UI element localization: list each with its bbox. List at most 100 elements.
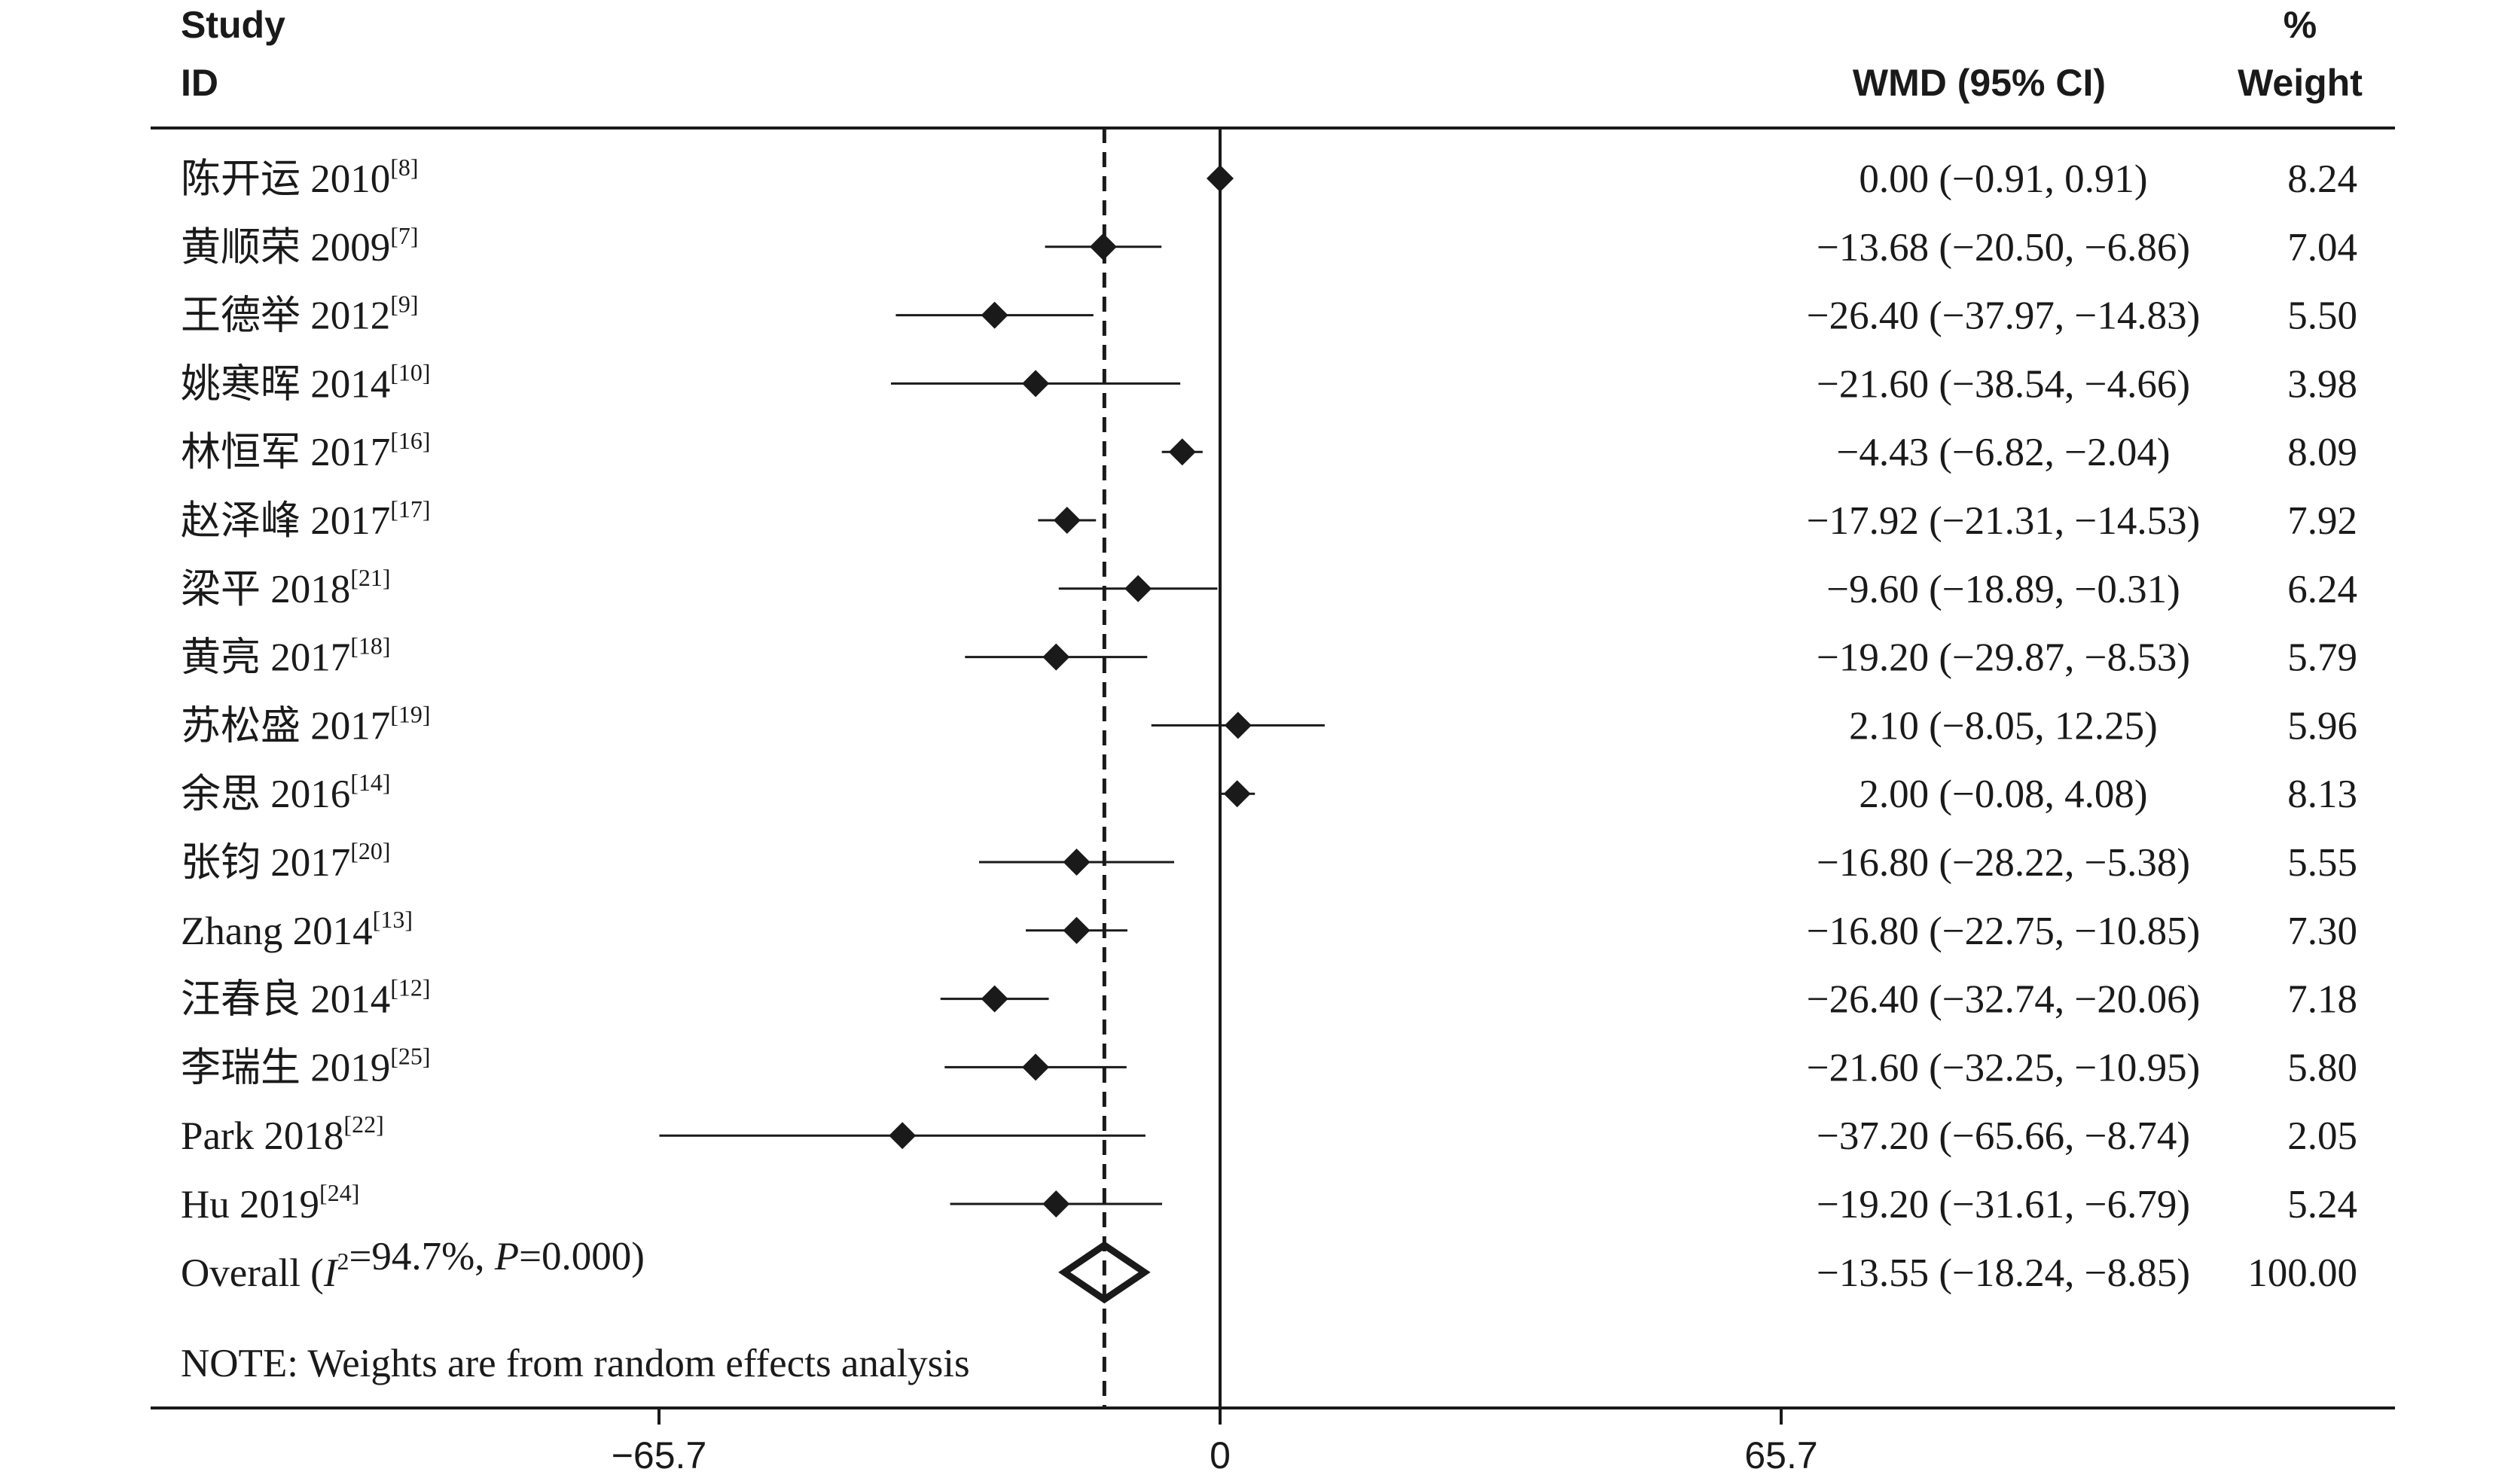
study-label: 林恒军 2017[16] bbox=[181, 427, 431, 474]
table-row: 苏松盛 2017[19] 2.10 (−8.05, 12.25) 5.96 bbox=[181, 700, 2357, 748]
point-estimate-marker bbox=[1224, 712, 1252, 739]
study-label: 李瑞生 2019[25] bbox=[181, 1042, 431, 1089]
study-label: 张钧 2017[20] bbox=[181, 837, 391, 885]
weight-text: 8.13 bbox=[2287, 773, 2357, 816]
point-estimate-marker bbox=[981, 301, 1008, 329]
table-row: 张钧 2017[20] −16.80 (−28.22, −5.38) 5.55 bbox=[181, 837, 2357, 885]
study-reference: [12] bbox=[390, 974, 430, 1001]
study-reference: [16] bbox=[390, 427, 430, 454]
study-name: 黄亮 2017 bbox=[181, 636, 350, 680]
weight-text: 8.09 bbox=[2287, 431, 2357, 474]
weight-text: 5.50 bbox=[2287, 294, 2357, 338]
effect-size-text: −4.43 (−6.82, −2.04) bbox=[1837, 431, 2171, 474]
overall-row: Overall (I2=94.7%, P=0.000) −13.55 (−18.2… bbox=[181, 1235, 2357, 1304]
point-estimate-marker bbox=[1063, 916, 1091, 944]
study-reference: [8] bbox=[390, 154, 418, 181]
study-reference: [7] bbox=[390, 222, 418, 249]
study-label: 梁平 2018[21] bbox=[181, 564, 391, 611]
study-name: 李瑞生 2019 bbox=[181, 1046, 390, 1089]
table-row: 姚寒晖 2014[10] −21.60 (−38.54, −4.66) 3.98 bbox=[181, 358, 2357, 406]
table-row: 陈开运 2010[8] 0.00 (−0.91, 0.91) 8.24 bbox=[181, 154, 2357, 201]
study-label: 汪春良 2014[12] bbox=[181, 974, 431, 1022]
overall-label-part: 2 bbox=[337, 1248, 349, 1275]
study-label: 王德举 2012[9] bbox=[181, 291, 419, 338]
effect-size-text: −16.80 (−22.75, −10.85) bbox=[1807, 910, 2200, 953]
weight-text: 5.96 bbox=[2287, 704, 2357, 748]
study-reference: [9] bbox=[390, 291, 418, 318]
study-name: 林恒军 2017 bbox=[181, 431, 390, 474]
study-reference: [22] bbox=[343, 1111, 383, 1138]
weight-text: 5.55 bbox=[2287, 841, 2357, 885]
study-label: 赵泽峰 2017[17] bbox=[181, 495, 431, 543]
overall-effect-text: −13.55 (−18.24, −8.85) bbox=[1817, 1251, 2190, 1295]
note-text: NOTE: Weights are from random effects an… bbox=[181, 1342, 970, 1385]
point-estimate-marker bbox=[889, 1122, 917, 1150]
weight-text: 7.18 bbox=[2287, 978, 2357, 1022]
effect-size-text: −21.60 (−32.25, −10.95) bbox=[1807, 1046, 2200, 1089]
study-name: 苏松盛 2017 bbox=[181, 704, 390, 748]
effect-size-text: −13.68 (−20.50, −6.86) bbox=[1817, 226, 2190, 270]
study-rows: 陈开运 2010[8] 0.00 (−0.91, 0.91) 8.24 黄顺荣 200… bbox=[181, 154, 2357, 1304]
study-name: 姚寒晖 2014 bbox=[181, 362, 390, 406]
header-study: Study bbox=[181, 4, 285, 46]
study-label: 苏松盛 2017[19] bbox=[181, 700, 431, 748]
study-reference: [10] bbox=[390, 358, 430, 385]
x-tick-label: 0 bbox=[1210, 1434, 1231, 1476]
point-estimate-marker bbox=[1063, 849, 1091, 876]
table-row: 余思 2016[14] 2.00 (−0.08, 4.08) 8.13 bbox=[181, 769, 2357, 816]
weight-text: 8.24 bbox=[2287, 157, 2357, 201]
overall-label-part: =94.7%, bbox=[349, 1235, 494, 1278]
effect-size-text: 2.00 (−0.08, 4.08) bbox=[1859, 773, 2147, 816]
table-row: 黄顺荣 2009[7] −13.68 (−20.50, −6.86) 7.04 bbox=[181, 222, 2357, 270]
weight-text: 5.24 bbox=[2287, 1183, 2357, 1227]
point-estimate-marker bbox=[1207, 165, 1234, 192]
weight-text: 5.80 bbox=[2287, 1046, 2357, 1089]
effect-size-text: −9.60 (−18.89, −0.31) bbox=[1826, 568, 2180, 611]
study-name: Zhang 2014 bbox=[181, 910, 373, 953]
header-effect: WMD (95% CI) bbox=[1853, 62, 2106, 104]
study-label: 黄亮 2017[18] bbox=[181, 632, 391, 680]
weight-text: 3.98 bbox=[2287, 362, 2357, 406]
header-weight: Weight bbox=[2238, 62, 2363, 104]
weight-text: 6.24 bbox=[2287, 568, 2357, 611]
study-label: Park 2018[22] bbox=[181, 1111, 384, 1158]
weight-text: 2.05 bbox=[2287, 1114, 2357, 1158]
effect-size-text: −26.40 (−32.74, −20.06) bbox=[1807, 978, 2200, 1022]
study-reference: [18] bbox=[350, 632, 390, 660]
overall-label: Overall (I2=94.7%, P=0.000) bbox=[181, 1235, 645, 1295]
effect-size-text: 0.00 (−0.91, 0.91) bbox=[1859, 157, 2147, 201]
study-name: 陈开运 2010 bbox=[181, 157, 390, 201]
table-row: Hu 2019[24] −19.20 (−31.61, −6.79) 5.24 bbox=[181, 1179, 2357, 1227]
study-name: 余思 2016 bbox=[181, 773, 350, 816]
point-estimate-marker bbox=[1089, 233, 1117, 261]
study-label: 黄顺荣 2009[7] bbox=[181, 222, 419, 270]
effect-size-text: −21.60 (−38.54, −4.66) bbox=[1817, 362, 2190, 406]
study-reference: [14] bbox=[350, 769, 390, 796]
effect-size-text: −16.80 (−28.22, −5.38) bbox=[1817, 841, 2190, 885]
overall-weight-text: 100.00 bbox=[2247, 1251, 2357, 1295]
study-name: Hu 2019 bbox=[181, 1183, 319, 1227]
weight-text: 7.92 bbox=[2287, 499, 2357, 543]
study-name: 王德举 2012 bbox=[181, 294, 390, 338]
effect-size-text: −19.20 (−29.87, −8.53) bbox=[1817, 636, 2190, 680]
effect-size-text: −37.20 (−65.66, −8.74) bbox=[1817, 1114, 2190, 1158]
table-row: Park 2018[22] −37.20 (−65.66, −8.74) 2.05 bbox=[181, 1111, 2357, 1158]
point-estimate-marker bbox=[1223, 780, 1251, 808]
effect-size-text: 2.10 (−8.05, 12.25) bbox=[1849, 704, 2158, 748]
study-reference: [17] bbox=[390, 495, 430, 523]
table-row: Zhang 2014[13] −16.80 (−22.75, −10.85) 7.3… bbox=[181, 906, 2357, 953]
study-name: 张钧 2017 bbox=[181, 841, 350, 885]
effect-size-text: −26.40 (−37.97, −14.83) bbox=[1807, 294, 2200, 338]
study-name: 梁平 2018 bbox=[181, 568, 350, 611]
point-estimate-marker bbox=[981, 985, 1008, 1013]
point-estimate-marker bbox=[1042, 643, 1070, 671]
study-name: 黄顺荣 2009 bbox=[181, 226, 390, 270]
overall-label-part: I bbox=[323, 1251, 339, 1295]
study-reference: [13] bbox=[373, 906, 413, 933]
overall-label-part: P bbox=[494, 1235, 519, 1278]
table-row: 李瑞生 2019[25] −21.60 (−32.25, −10.95) 5.80 bbox=[181, 1042, 2357, 1089]
study-name: 汪春良 2014 bbox=[181, 978, 390, 1022]
x-tick-label: 65.7 bbox=[1744, 1434, 1817, 1476]
point-estimate-marker bbox=[1168, 438, 1196, 466]
table-row: 汪春良 2014[12] −26.40 (−32.74, −20.06) 7.18 bbox=[181, 974, 2357, 1022]
